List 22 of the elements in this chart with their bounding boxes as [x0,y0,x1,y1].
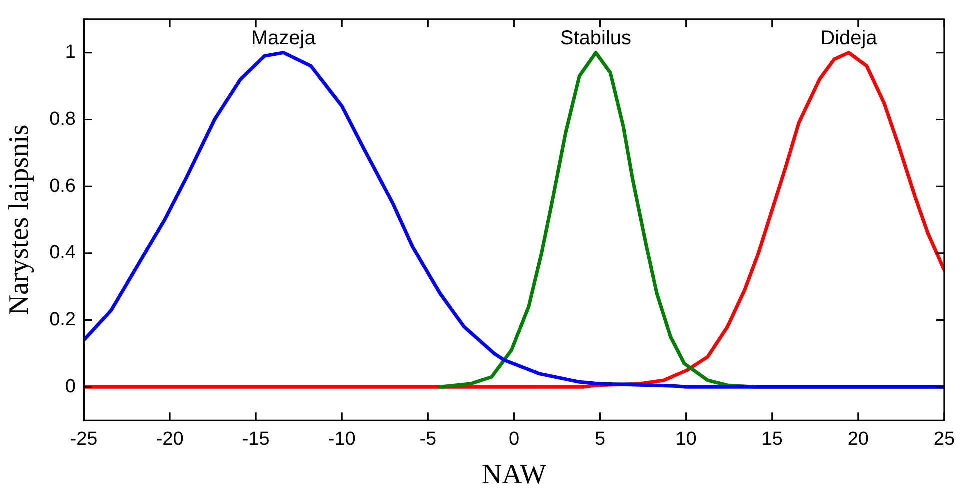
y-tick-label: 0.2 [50,310,76,331]
y-tick-label: 0.8 [50,108,76,130]
x-tick-label: 10 [676,429,697,450]
x-tick-label: 5 [594,429,606,450]
x-tick-label: 20 [848,429,869,450]
x-axis-title: NAW [482,460,548,491]
y-tick-label: 0.6 [50,176,76,197]
x-tick-label: 15 [762,429,783,450]
x-tick-label: -10 [328,429,356,450]
y-axis-title: Narystes laipsnis [4,124,36,316]
y-tick-label: 0.4 [50,242,76,264]
x-tick-label: -5 [420,429,437,450]
x-tick-label: -20 [156,429,184,450]
y-tick-label: 0 [65,376,76,398]
y-tick-label: 1 [65,42,76,64]
series-label: Stabilus [560,27,632,50]
series-label: Dideja [820,27,878,50]
x-tick-label: -25 [70,429,98,450]
x-tick-label: -15 [242,429,270,450]
x-tick-label: 0 [508,429,520,450]
series-label: Mazeja [251,27,317,50]
x-tick-label: 25 [934,429,956,450]
